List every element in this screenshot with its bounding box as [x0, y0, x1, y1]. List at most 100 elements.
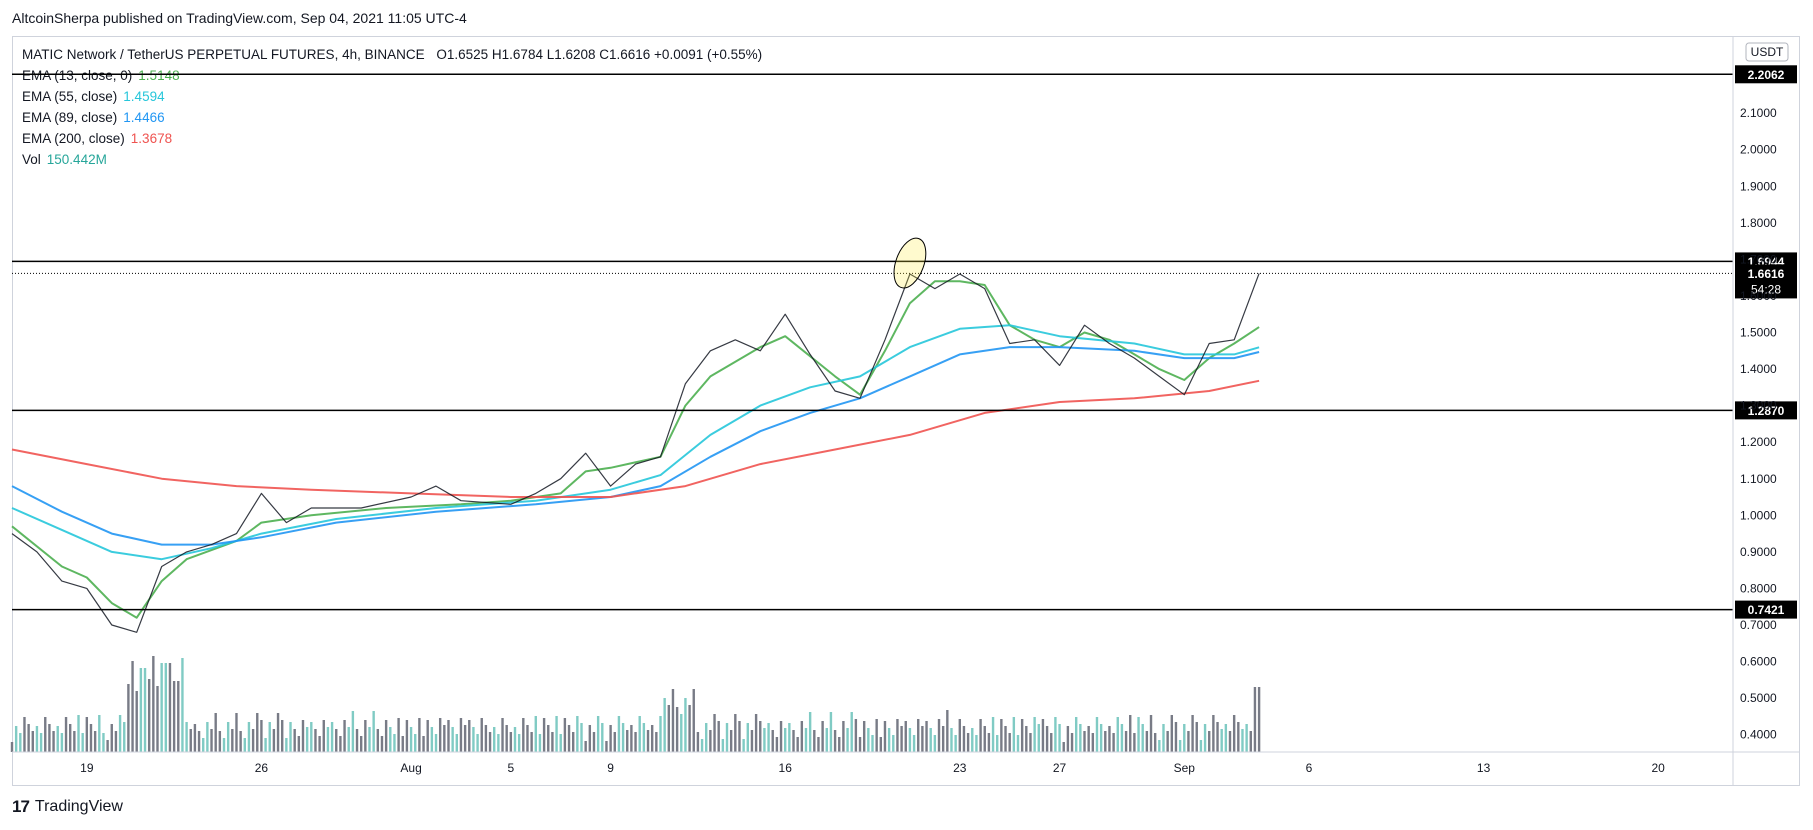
volume-bar [567, 725, 571, 752]
volume-bar [700, 739, 704, 752]
volume-bar [1124, 731, 1128, 752]
volume-bar [397, 718, 400, 752]
indicator-ema55[interactable]: EMA (55, close) 1.4594 [22, 86, 762, 107]
volume-bar [1008, 733, 1011, 752]
volume-bar [846, 728, 849, 752]
volume-bar [1099, 724, 1103, 752]
highlight-ellipse [893, 237, 927, 289]
volume-bar [659, 716, 662, 752]
volume-bar [991, 717, 995, 752]
volume-bar [975, 735, 978, 752]
volume-bar [497, 734, 500, 752]
volume-bar [418, 718, 421, 752]
volume-bar [655, 732, 658, 752]
volume-bar [335, 729, 338, 752]
volume-bar [804, 728, 808, 752]
x-tick-label: 16 [779, 761, 793, 775]
volume-bar [1178, 740, 1182, 752]
volume-bar [850, 712, 853, 752]
volume-bar [305, 727, 309, 752]
volume-bar [1104, 731, 1107, 752]
volume-bar [763, 728, 766, 752]
volume-bar [717, 721, 720, 752]
indicator-label: EMA (55, close) [22, 89, 118, 104]
volume-bar [202, 738, 205, 752]
volume-bar [638, 716, 641, 752]
volume-bar [779, 721, 783, 752]
volume-bar [838, 737, 841, 752]
volume-bar [526, 725, 529, 752]
volume-bar [343, 720, 346, 752]
volume-bar [759, 721, 762, 752]
volume-bar [35, 726, 39, 752]
volume-bar [1129, 715, 1132, 752]
volume-bar [409, 727, 413, 752]
symbol-name[interactable]: MATIC Network / TetherUS PERPETUAL FUTUR… [22, 47, 425, 62]
volume-bar [222, 738, 226, 752]
volume-bar [971, 728, 974, 752]
volume-bar [189, 729, 192, 752]
publish-header: AltcoinSherpa published on TradingView.c… [12, 10, 467, 26]
volume-bar [559, 734, 562, 752]
volume-bar [14, 726, 18, 752]
volume-bar [376, 729, 380, 752]
volume-bar [289, 722, 292, 752]
symbol-row: MATIC Network / TetherUS PERPETUAL FUTUR… [22, 44, 762, 65]
indicator-ema13[interactable]: EMA (13, close, 0) 1.5148 [22, 65, 762, 86]
volume-bar [218, 731, 222, 752]
volume-bar [1029, 733, 1032, 752]
indicator-ema200[interactable]: EMA (200, close) 1.3678 [22, 128, 762, 149]
currency-label: USDT [1751, 45, 1784, 59]
volume-bar [792, 730, 795, 752]
volume-bar [821, 721, 824, 752]
volume-bar [501, 718, 504, 752]
volume-bar [613, 732, 616, 752]
volume-bar [110, 724, 113, 752]
volume-bar [414, 734, 417, 752]
volume-bar [48, 724, 51, 752]
volume-bar [372, 711, 375, 752]
y-tick-label: 1.1000 [1740, 472, 1777, 486]
volume-bar [422, 736, 425, 752]
volume-bar [1016, 735, 1020, 752]
volume-bar [983, 726, 986, 752]
volume-bar [438, 718, 442, 752]
volume-bar [281, 720, 284, 752]
volume-bar [118, 715, 122, 752]
volume-bar [347, 727, 350, 752]
volume-bar [642, 723, 646, 752]
volume-bar [368, 727, 371, 752]
y-tick-label: 1.9000 [1740, 179, 1777, 193]
volume-bar [551, 732, 554, 752]
y-tick-label: 1.0000 [1740, 508, 1777, 522]
indicator-volume[interactable]: Vol 150.442M [22, 149, 762, 170]
volume-bar [754, 714, 758, 752]
volume-bar [750, 730, 754, 752]
volume-bar [626, 730, 629, 752]
volume-bar [771, 730, 774, 752]
volume-bar [1087, 726, 1090, 752]
volume-bar [85, 717, 89, 752]
volume-bar [1195, 722, 1198, 752]
ema-line [11, 280, 1260, 619]
y-tick-label: 1.6000 [1740, 289, 1777, 303]
volume-bar [1191, 715, 1194, 752]
volume-bar [621, 723, 625, 752]
tradingview-logo-icon[interactable]: 17 [12, 797, 30, 816]
volume-bar [355, 729, 359, 752]
volume-bar [609, 725, 612, 752]
y-tick-label: 1.4000 [1740, 362, 1777, 376]
volume-bar [231, 729, 234, 752]
indicator-label: EMA (13, close, 0) [22, 68, 133, 83]
volume-bar [854, 719, 858, 752]
x-tick-label: 27 [1053, 761, 1067, 775]
volume-bar [314, 729, 317, 752]
volume-bar [364, 720, 367, 752]
volume-bar [472, 727, 475, 752]
volume-bar [1253, 687, 1257, 752]
volume-bar [883, 721, 887, 752]
indicator-ema89[interactable]: EMA (89, close) 1.4466 [22, 107, 762, 128]
volume-bar [443, 725, 446, 752]
